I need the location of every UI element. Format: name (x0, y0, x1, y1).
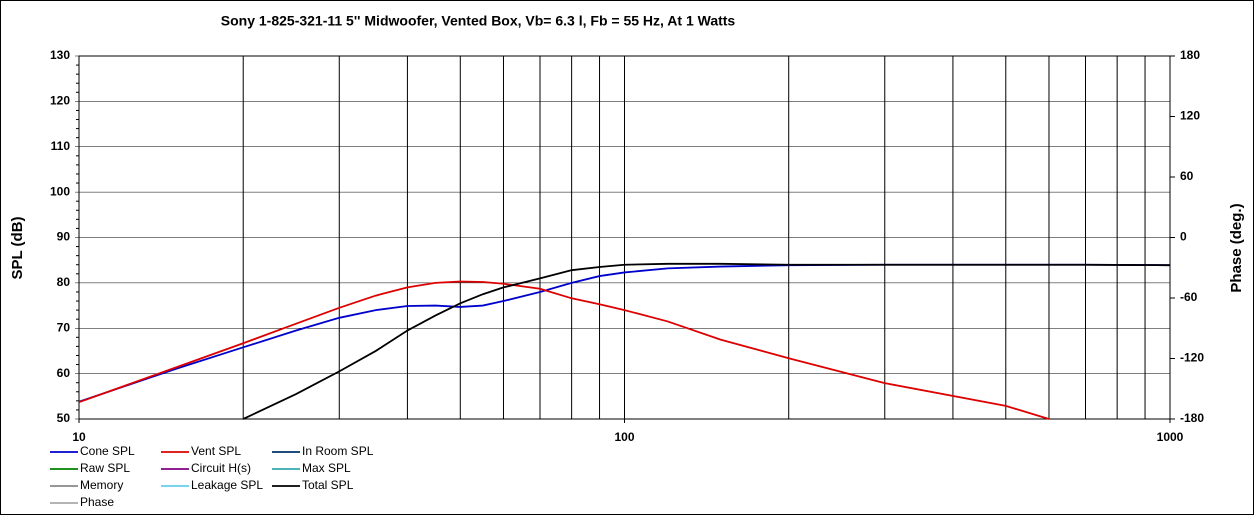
y-tick-label: 50 (57, 411, 71, 425)
y2-axis-label: Phase (deg.) (1228, 203, 1245, 292)
y-tick-label: 120 (50, 94, 70, 108)
y2-tick-label: 120 (1180, 109, 1200, 123)
y2-tick-label: -60 (1180, 290, 1198, 304)
legend-label: Memory (80, 478, 123, 492)
series-line (242, 262, 1171, 420)
y-tick-label: 70 (57, 320, 71, 334)
y2-tick-label: 0 (1180, 230, 1187, 244)
x-tick-label: 10 (72, 430, 86, 444)
y-tick-label: 110 (51, 139, 71, 153)
legend-label: Max SPL (302, 461, 351, 475)
y-tick-label: 130 (50, 48, 70, 62)
y-tick-label: 100 (50, 184, 70, 198)
legend-label: Circuit H(s) (191, 461, 251, 475)
y-tick-label: 90 (57, 230, 71, 244)
y2-tick-label: -120 (1180, 351, 1204, 365)
y2-tick-label: 60 (1180, 169, 1194, 183)
y-tick-label: 60 (57, 366, 71, 380)
y-axis-label: SPL (dB) (9, 216, 26, 279)
legend-label: Total SPL (302, 478, 354, 492)
legend-label: Vent SPL (191, 444, 241, 458)
legend-label: Leakage SPL (191, 478, 263, 492)
legend-label: Phase (80, 495, 114, 509)
x-tick-label: 100 (614, 430, 634, 444)
legend-label: In Room SPL (302, 444, 374, 458)
legend-label: Raw SPL (80, 461, 130, 475)
chart-title: Sony 1-825-321-11 5'' Midwoofer, Vented … (221, 13, 736, 29)
y2-tick-label: 180 (1180, 48, 1200, 62)
x-tick-label: 1000 (1157, 430, 1184, 444)
legend-label: Cone SPL (80, 444, 135, 458)
y-tick-label: 80 (57, 275, 71, 289)
series-line (78, 280, 1050, 420)
y2-tick-label: -180 (1180, 411, 1204, 425)
